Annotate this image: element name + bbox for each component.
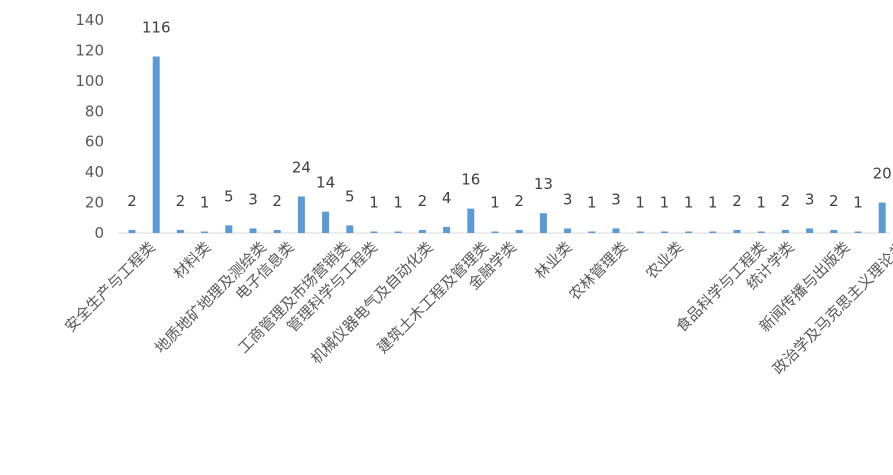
bar (467, 208, 475, 233)
data-label: 2 (829, 192, 839, 210)
bar (685, 231, 693, 233)
category-label: 安全生产与工程类 (61, 238, 159, 336)
bar (322, 211, 330, 233)
bar (830, 229, 838, 233)
bar (346, 225, 354, 233)
data-label: 14 (316, 174, 335, 192)
data-label: 3 (563, 190, 573, 208)
bar (660, 231, 668, 233)
data-label: 2 (732, 192, 742, 210)
data-label: 3 (248, 190, 258, 208)
data-label: 2 (514, 192, 524, 210)
bar (394, 231, 402, 233)
bar (491, 231, 499, 233)
bar (757, 231, 765, 233)
bar (733, 229, 741, 233)
data-label: 13 (534, 175, 553, 193)
data-label: 16 (461, 171, 480, 189)
bar (152, 56, 160, 234)
bar (781, 229, 789, 233)
y-tick-label: 120 (75, 41, 104, 59)
data-label: 2 (127, 192, 137, 210)
data-label: 3 (805, 190, 815, 208)
category-label: 材料类 (170, 238, 215, 283)
bar (297, 196, 305, 233)
bar (176, 229, 184, 233)
y-tick-label: 60 (85, 133, 104, 151)
bar (806, 228, 814, 233)
data-label: 5 (224, 187, 234, 205)
category-label: 林业类 (531, 238, 576, 283)
y-tick-label: 40 (85, 163, 104, 181)
bar (201, 231, 209, 233)
data-label: 1 (660, 193, 670, 211)
bar (709, 231, 717, 233)
y-tick-label: 0 (94, 224, 104, 242)
data-label: 1 (708, 193, 718, 211)
bar (418, 229, 426, 233)
data-label: 1 (853, 193, 863, 211)
data-label: 3 (611, 190, 621, 208)
data-label: 1 (635, 193, 645, 211)
bar (878, 202, 886, 233)
data-label: 2 (272, 192, 282, 210)
data-label: 2 (418, 192, 428, 210)
bar (128, 229, 136, 233)
data-label: 24 (292, 158, 311, 176)
bars (128, 56, 886, 234)
data-label: 20 (873, 165, 892, 183)
data-label: 5 (345, 187, 355, 205)
category-labels: 安全生产与工程类 材料类地质地矿地理及测绘类电子信息类工商管理及市场营销类管理科学… (61, 238, 893, 378)
bar (636, 231, 644, 233)
data-label: 1 (490, 193, 500, 211)
data-label: 1 (587, 193, 597, 211)
data-label: 116 (142, 19, 171, 37)
y-tick-label: 100 (75, 72, 104, 90)
bar (854, 231, 862, 233)
bar (539, 213, 547, 233)
data-label: 1 (200, 193, 210, 211)
bar (225, 225, 233, 233)
y-axis: 0 20 40 60 80 100 120 140 (75, 11, 104, 242)
bar (249, 228, 257, 233)
data-label: 2 (781, 192, 791, 210)
bar (443, 226, 451, 233)
data-label: 1 (369, 193, 379, 211)
bar (612, 228, 620, 233)
data-label: 1 (756, 193, 766, 211)
data-label: 2 (176, 192, 186, 210)
bar (564, 228, 572, 233)
bar (273, 229, 281, 233)
category-label: 建筑土木工程及管理类 (373, 238, 492, 357)
data-label: 1 (393, 193, 403, 211)
bar (588, 231, 596, 233)
category-label: 农业类 (642, 238, 687, 283)
y-tick-label: 140 (75, 11, 104, 29)
y-tick-label: 20 (85, 194, 104, 212)
data-label: 1 (684, 193, 694, 211)
data-label: 4 (442, 189, 452, 207)
bar (370, 231, 378, 233)
bar (515, 229, 523, 233)
y-tick-label: 80 (85, 102, 104, 120)
category-label: 农林管理类 (565, 238, 631, 304)
